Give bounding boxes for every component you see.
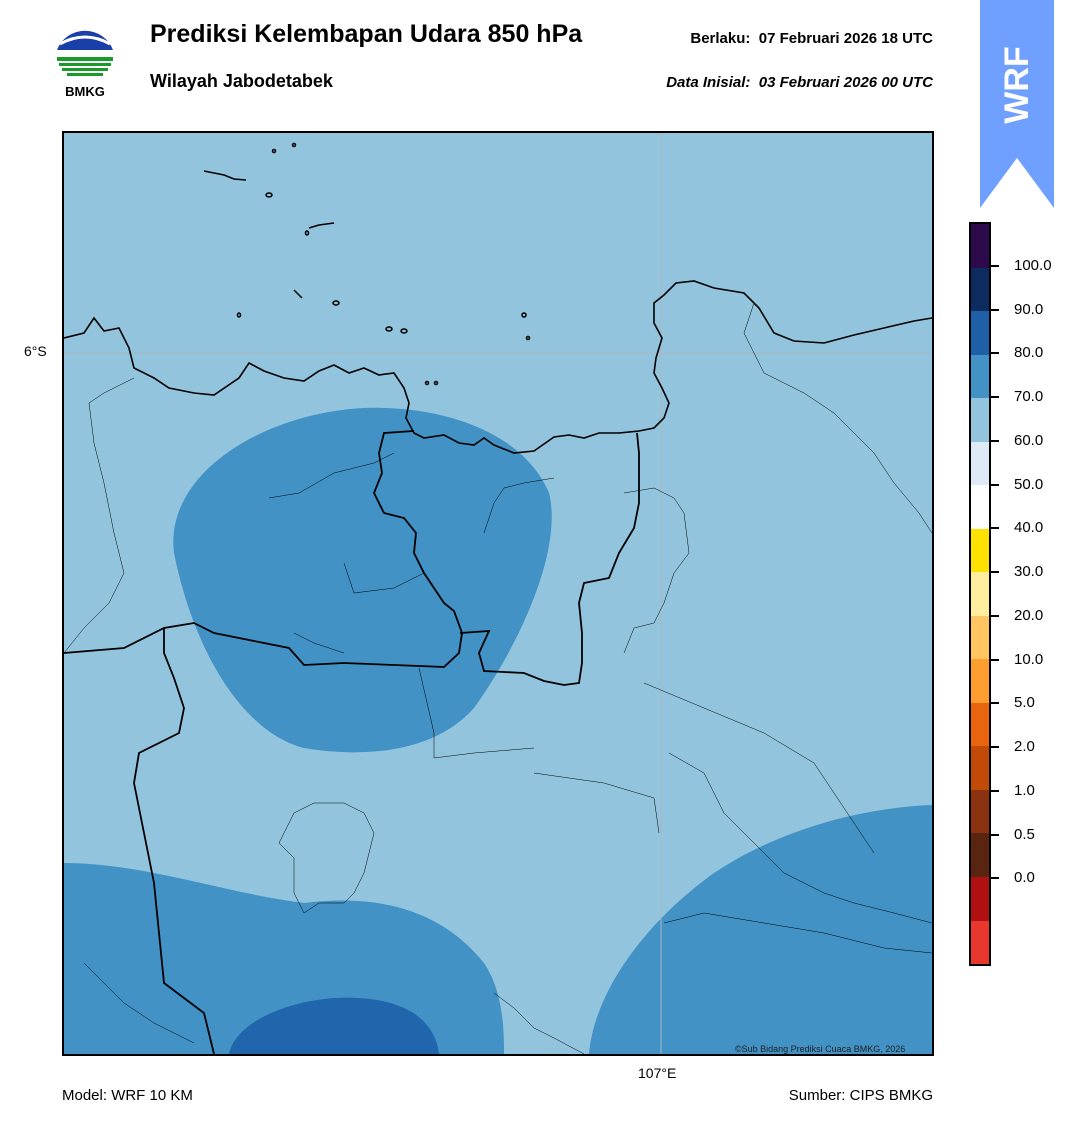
humidity-map <box>62 131 934 1056</box>
colorbar-tick <box>991 308 999 311</box>
wrf-badge-label: WRF <box>997 46 1036 124</box>
init-label: Data Inisial: <box>666 74 751 91</box>
init-value: 03 Februari 2026 00 UTC <box>758 74 933 91</box>
colorbar-label: 70.0 <box>1014 388 1044 406</box>
colorbar-tick <box>991 571 999 574</box>
colorbar-segment <box>971 441 989 486</box>
colorbar-label: 1.0 <box>1014 781 1035 799</box>
wrf-badge-icon <box>980 0 1054 208</box>
colorbar-segment <box>971 789 989 834</box>
colorbar-tick <box>991 614 999 617</box>
colorbar-label: 20.0 <box>1014 606 1044 624</box>
colorbar-tick <box>991 396 999 399</box>
humidity-80-90-blob-south <box>229 997 439 1054</box>
colorbar-label: 100.0 <box>1014 256 1052 274</box>
colorbar-tick <box>991 264 999 267</box>
colorbar-label: 90.0 <box>1014 300 1044 318</box>
colorbar-tick <box>991 483 999 486</box>
map-copyright: ©Sub Bidang Prediksi Cuaca BMKG, 2026 <box>735 1044 906 1054</box>
colorbar-segment <box>971 659 989 703</box>
colorbar-segment <box>971 833 989 877</box>
province-border-east <box>459 432 640 686</box>
colorbar-tick <box>991 877 999 880</box>
province-border-west <box>133 628 215 1054</box>
colorbar-tick <box>991 527 999 530</box>
logo-text: BMKG <box>65 84 105 99</box>
colorbar-segment <box>971 354 989 399</box>
colorbar-segment <box>971 485 989 529</box>
map-canvas <box>64 133 932 1054</box>
colorbar-segment <box>971 615 989 660</box>
colorbar-tick <box>991 833 999 836</box>
coastline <box>64 280 932 454</box>
colorbar-segment <box>971 398 989 442</box>
colorbar-tick <box>991 658 999 661</box>
colorbar-segment <box>971 702 989 747</box>
colorbar-segment <box>971 267 989 312</box>
humidity-70-80-blob-center <box>173 407 552 753</box>
thousand-islands <box>203 142 531 386</box>
colorbar-segment <box>971 876 989 921</box>
colorbar-label: 40.0 <box>1014 519 1044 537</box>
colorbar-label: 0.0 <box>1014 869 1035 887</box>
model-info: Model: WRF 10 KM <box>62 1087 193 1104</box>
colorbar-segment <box>971 746 989 790</box>
colorbar-segment <box>971 572 989 616</box>
colorbar-label: 0.5 <box>1014 825 1035 843</box>
data-source: Sumber: CIPS BMKG <box>788 1087 933 1104</box>
colorbar-tick <box>991 439 999 442</box>
init-time: Data Inisial: 03 Februari 2026 00 UTC <box>666 74 933 91</box>
colorbar-label: 80.0 <box>1014 344 1044 362</box>
colorbar-tick <box>991 702 999 705</box>
humidity-70-80-blob-southeast <box>589 805 932 1054</box>
valid-time: Berlaku: 07 Februari 2026 18 UTC <box>690 30 933 47</box>
colorbar-segment <box>971 311 989 355</box>
longitude-label: 107°E <box>638 1065 677 1081</box>
region-subtitle: Wilayah Jabodetabek <box>150 71 333 91</box>
colorbar-label: 60.0 <box>1014 431 1044 449</box>
colorbar-label: 30.0 <box>1014 563 1044 581</box>
bmkg-logo-icon <box>55 23 115 83</box>
colorbar-segment <box>971 920 989 965</box>
valid-label: Berlaku: <box>690 30 751 47</box>
colorbar-tick <box>991 789 999 792</box>
humidity-colorbar <box>969 222 991 966</box>
colorbar-tick <box>991 352 999 355</box>
colorbar-label: 2.0 <box>1014 738 1035 756</box>
colorbar-label: 50.0 <box>1014 475 1044 493</box>
regency-borders <box>64 302 932 1054</box>
colorbar-segment <box>971 224 989 268</box>
valid-value: 07 Februari 2026 18 UTC <box>758 30 933 47</box>
page-title: Prediksi Kelembapan Udara 850 hPa <box>150 20 583 48</box>
colorbar-label: 10.0 <box>1014 650 1044 668</box>
latitude-label: 6°S <box>24 343 47 359</box>
colorbar-label: 5.0 <box>1014 694 1035 712</box>
colorbar-tick <box>991 746 999 749</box>
colorbar-segment <box>971 528 989 573</box>
